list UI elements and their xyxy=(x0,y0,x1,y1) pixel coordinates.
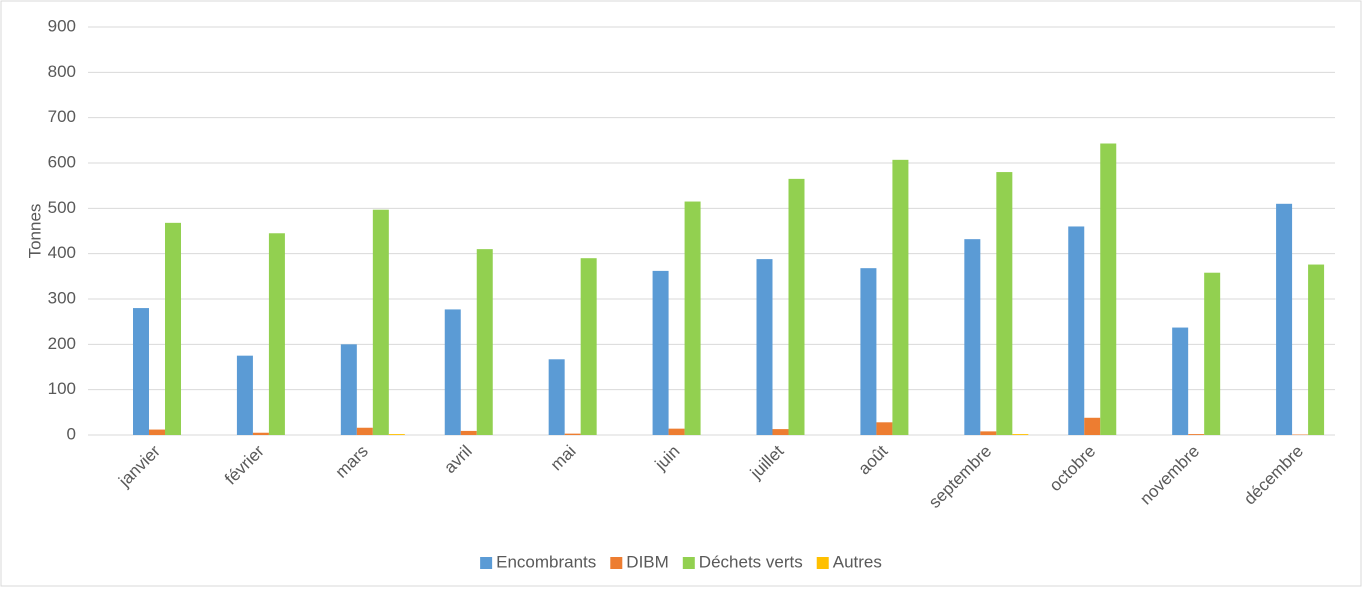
bar xyxy=(892,160,908,435)
bar xyxy=(461,431,477,435)
y-tick-label: 500 xyxy=(48,198,76,217)
y-tick-label: 300 xyxy=(48,288,76,307)
bar xyxy=(477,249,493,435)
bar xyxy=(1068,226,1084,435)
bar xyxy=(389,434,405,435)
bar xyxy=(757,259,773,435)
y-tick-label: 800 xyxy=(48,62,76,81)
bar xyxy=(980,431,996,435)
bar xyxy=(549,359,565,435)
bar xyxy=(1172,328,1188,435)
y-tick-label: 600 xyxy=(48,152,76,171)
y-tick-label: 200 xyxy=(48,334,76,353)
bar xyxy=(357,428,373,435)
y-tick-label: 400 xyxy=(48,243,76,262)
bar xyxy=(653,271,669,435)
bar xyxy=(269,233,285,435)
bar xyxy=(685,202,701,435)
legend-swatch xyxy=(817,557,829,569)
bar xyxy=(860,268,876,435)
legend-label: DIBM xyxy=(626,552,669,571)
bar xyxy=(565,434,581,435)
bar xyxy=(1012,434,1028,435)
bar xyxy=(1084,418,1100,435)
legend-label: Encombrants xyxy=(496,552,596,571)
legend-swatch xyxy=(683,557,695,569)
bar xyxy=(1276,204,1292,435)
bar xyxy=(876,422,892,435)
bar xyxy=(789,179,805,435)
bar xyxy=(133,308,149,435)
bar xyxy=(165,223,181,435)
bar xyxy=(1100,144,1116,435)
legend-swatch xyxy=(610,557,622,569)
y-axis-label: Tonnes xyxy=(25,204,44,259)
bar xyxy=(1308,265,1324,435)
y-tick-label: 900 xyxy=(48,16,76,35)
bar xyxy=(253,433,269,435)
bar xyxy=(669,429,685,435)
bar xyxy=(1188,434,1204,435)
bar xyxy=(237,356,253,435)
y-tick-label: 100 xyxy=(48,379,76,398)
bar xyxy=(149,430,165,435)
bar xyxy=(341,344,357,435)
legend-label: Autres xyxy=(833,552,882,571)
bar xyxy=(1204,273,1220,435)
bar xyxy=(445,309,461,435)
y-tick-label: 0 xyxy=(67,424,76,443)
bar xyxy=(964,239,980,435)
bar xyxy=(581,258,597,435)
legend-swatch xyxy=(480,557,492,569)
bar xyxy=(773,429,789,435)
y-tick-label: 700 xyxy=(48,107,76,126)
bar xyxy=(373,210,389,435)
bar xyxy=(996,172,1012,435)
legend-label: Déchets verts xyxy=(699,552,803,571)
